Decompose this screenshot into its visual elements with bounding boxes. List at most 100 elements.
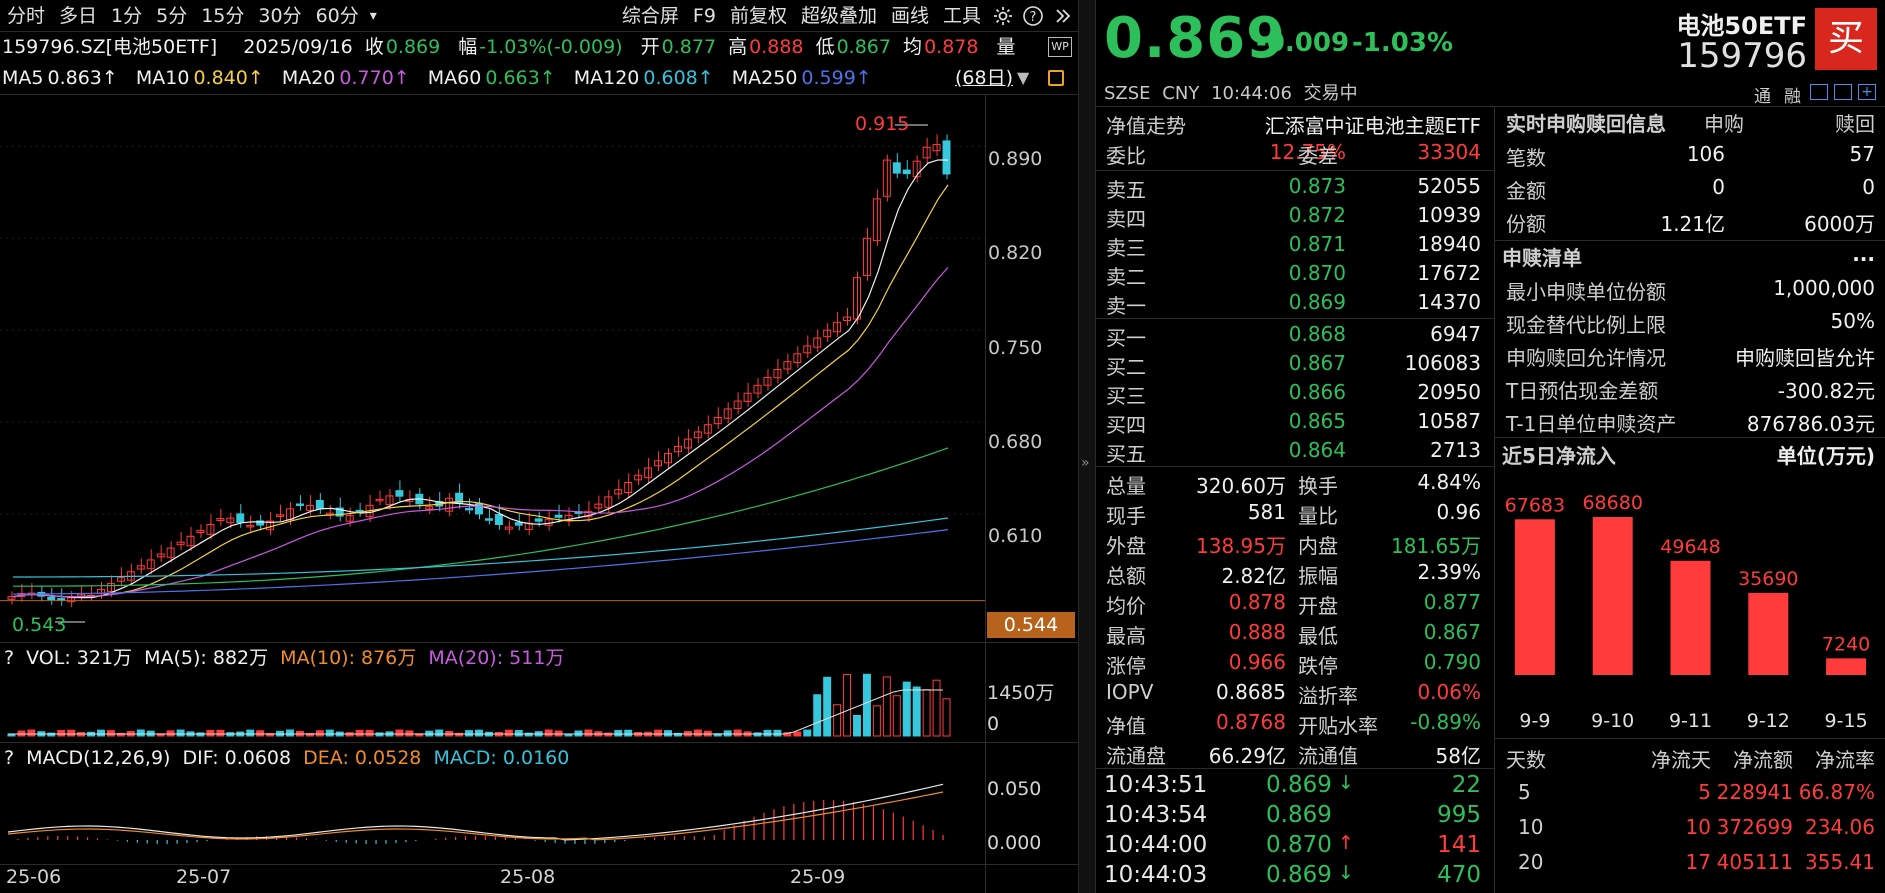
stat-value: 0.96 [1436, 500, 1481, 524]
volume-bar [475, 729, 483, 737]
inflow-bar [1514, 519, 1555, 675]
candle-body [534, 518, 543, 522]
weibi-row: 委比 12.75% 委差 33304 [1096, 140, 1491, 169]
menu-overlay[interactable]: 超级叠加 [800, 4, 877, 27]
flow-td: 66.87% [1798, 780, 1875, 804]
x-tick: 25-09 [790, 866, 846, 888]
tab-1min[interactable]: 1分 [111, 4, 143, 27]
tab-15min[interactable]: 15分 [201, 4, 245, 27]
ask-row[interactable]: 卖二 0.870 17672 [1096, 261, 1491, 290]
volume-bar [763, 729, 772, 737]
stat-label: 换手 [1298, 474, 1338, 498]
ask-label: 卖四 [1106, 207, 1146, 231]
bid-volume: 2713 [1430, 438, 1481, 462]
candle-body [504, 526, 513, 530]
volume-bar [256, 730, 265, 737]
candle-body [186, 535, 195, 547]
tick-volume: 995 [1437, 802, 1481, 828]
ask-row[interactable]: 卖四 0.872 10939 [1096, 203, 1491, 232]
tab-30min[interactable]: 30分 [258, 4, 302, 27]
expand-icon[interactable] [1048, 0, 1078, 32]
volume-bar [524, 732, 533, 737]
candle-body [942, 140, 951, 175]
panel-splitter[interactable]: » [1078, 0, 1096, 893]
candle-body [723, 408, 732, 419]
volume-bar [922, 689, 931, 737]
stat-label: 外盘 [1106, 534, 1146, 558]
ask-price: 0.870 [1288, 261, 1346, 285]
candle-body [375, 498, 384, 502]
gear-icon[interactable] [988, 0, 1018, 32]
menu-draw[interactable]: 画线 [890, 4, 929, 27]
list-value: 50% [1830, 309, 1875, 333]
tab-5min[interactable]: 5分 [156, 4, 188, 27]
exchange: SZSE [1104, 83, 1151, 104]
security-code: 159796 [1677, 36, 1807, 76]
fund-name: 汇添富中证电池主题ETF [1264, 114, 1481, 138]
menu-composite[interactable]: 综合屏 [621, 4, 679, 27]
tab-intraday[interactable]: 分时 [7, 4, 46, 27]
inflow-category-label: 9-9 [1519, 710, 1550, 732]
bid-row[interactable]: 买二 0.867 106083 [1096, 351, 1491, 380]
last-price: 0.869 [1104, 6, 1287, 71]
candle-body [206, 523, 215, 535]
menu-tools[interactable]: 工具 [942, 4, 981, 27]
tab-multiday[interactable]: 多日 [59, 4, 98, 27]
bid-row[interactable]: 买五 0.864 2713 [1096, 438, 1491, 467]
ma10-line [12, 184, 949, 598]
stat-row: 流通盘 66.29亿 流通值 58亿 [1096, 740, 1491, 770]
wp-icon[interactable]: WP [1048, 37, 1072, 57]
range-selector[interactable]: (68日) [955, 67, 1014, 89]
ma5-value: 0.863↑ [47, 67, 118, 89]
candle-body [445, 497, 454, 512]
candle-body [693, 431, 702, 439]
inflow-value-label: 49648 [1660, 536, 1720, 558]
candle-body [216, 518, 225, 521]
macd-help-icon[interactable]: ? [4, 747, 15, 769]
tab-60min[interactable]: 60分 [315, 4, 359, 27]
lock-icon[interactable] [1048, 70, 1064, 86]
candle-body [872, 198, 881, 242]
list-key: T日预估现金差额 [1506, 379, 1659, 403]
edit-icon[interactable] [1810, 84, 1828, 100]
bid-price: 0.864 [1288, 438, 1346, 462]
kline-chart[interactable] [0, 95, 1078, 640]
volume-bar [435, 729, 444, 737]
ask-volume: 10939 [1417, 203, 1481, 227]
ask-row[interactable]: 卖五 0.873 52055 [1096, 174, 1491, 203]
list-value: 1,000,000 [1773, 276, 1875, 300]
candle-body [813, 337, 822, 348]
volume-bar [514, 730, 523, 737]
help-icon[interactable]: ? [1018, 0, 1048, 32]
vol-help-icon[interactable]: ? [4, 647, 15, 669]
ask-row[interactable]: 卖一 0.869 14370 [1096, 290, 1491, 319]
bid-row[interactable]: 买四 0.865 10587 [1096, 409, 1491, 438]
stat-row: 涨停 0.966 跌停 0.790 [1096, 650, 1491, 680]
menu-f9[interactable]: F9 [692, 4, 716, 27]
divider [1096, 318, 1494, 319]
chevron-down-icon[interactable]: ▼ [1017, 68, 1030, 87]
ask-row[interactable]: 卖三 0.871 18940 [1096, 232, 1491, 261]
bid-row[interactable]: 买一 0.868 6947 [1096, 322, 1491, 351]
macd-chart[interactable] [0, 772, 1078, 864]
ask-volume: 17672 [1417, 261, 1481, 285]
update-time: 10:44:06 [1211, 83, 1292, 104]
flow-unit: 单位(万元) [1776, 444, 1875, 468]
bid-row[interactable]: 买三 0.866 20950 [1096, 380, 1491, 409]
stat-label: 涨停 [1106, 654, 1146, 678]
collapse-icon[interactable]: » [1081, 455, 1090, 471]
period-dropdown[interactable]: ▾ [369, 7, 377, 24]
redeem-sub: 1.21亿 [1660, 212, 1725, 236]
divider [1494, 106, 1495, 893]
more-icon[interactable]: ... [1852, 242, 1875, 266]
avg-label: 均 [903, 36, 923, 58]
bell-icon[interactable] [1834, 84, 1852, 100]
volume-bar [166, 730, 175, 737]
nav-trend-row[interactable]: 净值走势 汇添富中证电池主题ETF [1096, 110, 1491, 139]
add-icon[interactable]: + [1858, 84, 1876, 100]
volume-chart[interactable] [0, 672, 1078, 742]
buy-button[interactable]: 买 [1815, 8, 1877, 70]
price-tick: 0.820 [988, 242, 1043, 264]
menu-fq[interactable]: 前复权 [729, 4, 787, 27]
volume-bar [773, 729, 782, 737]
